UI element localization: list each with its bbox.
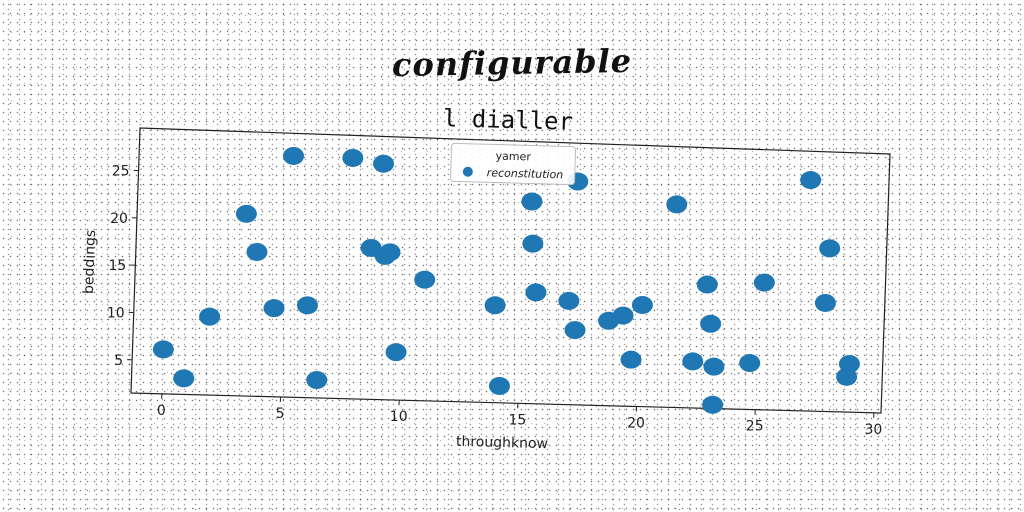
scatter-point bbox=[235, 204, 257, 223]
scatter-point bbox=[296, 296, 318, 315]
legend-marker bbox=[462, 166, 473, 177]
x-tick-label: 10 bbox=[390, 409, 408, 425]
legend-entry: reconstitution bbox=[487, 166, 564, 181]
scatter-point bbox=[373, 154, 395, 173]
y-tick-label: 10 bbox=[107, 306, 125, 322]
chart-subtitle: l dialler bbox=[443, 104, 574, 135]
y-tick-label: 15 bbox=[109, 258, 127, 274]
scatter-point bbox=[379, 243, 401, 262]
x-tick-label: 25 bbox=[746, 419, 764, 435]
scatter-point bbox=[199, 307, 221, 326]
scatter-point bbox=[631, 295, 653, 314]
legend-box bbox=[450, 142, 576, 186]
y-axis-label: beddings bbox=[81, 229, 99, 294]
scatter-point bbox=[564, 321, 586, 340]
scatter-point bbox=[306, 371, 328, 390]
scatter-point bbox=[753, 273, 775, 292]
x-tick-label: 0 bbox=[157, 403, 166, 419]
x-tick-label: 15 bbox=[508, 412, 526, 428]
legend: yamer reconstitution bbox=[450, 142, 576, 186]
scatter-point bbox=[612, 306, 634, 325]
scatter-point bbox=[800, 171, 822, 190]
y-tick-label: 25 bbox=[112, 164, 130, 180]
scatter-point bbox=[838, 354, 860, 373]
scatter-point bbox=[682, 352, 704, 371]
scatter-point bbox=[263, 299, 285, 318]
scatter-point bbox=[385, 343, 407, 362]
scatter-point bbox=[525, 283, 547, 302]
y-tick-label: 20 bbox=[110, 211, 128, 227]
scatter-point bbox=[814, 293, 836, 312]
scatter-point bbox=[414, 270, 436, 289]
scatter-point bbox=[283, 146, 305, 165]
scatter-point bbox=[521, 192, 543, 211]
scatter-point bbox=[819, 239, 841, 258]
scatter-point bbox=[702, 395, 724, 414]
legend-title: yamer bbox=[495, 150, 531, 164]
scatter-point bbox=[700, 314, 722, 333]
y-tick-label: 5 bbox=[114, 353, 123, 369]
scatter-point bbox=[484, 296, 506, 315]
scatter-point bbox=[739, 354, 761, 373]
x-tick-label: 20 bbox=[627, 415, 645, 431]
x-tick-label: 30 bbox=[864, 422, 882, 438]
scatter-point bbox=[152, 340, 174, 359]
plot-frame bbox=[130, 127, 891, 414]
x-axis-label: throughknow bbox=[456, 434, 548, 452]
scatter-point bbox=[703, 357, 725, 376]
scatter-point bbox=[666, 195, 688, 214]
x-tick-label: 5 bbox=[276, 406, 285, 422]
scatter-point bbox=[620, 350, 642, 369]
scatter-point bbox=[342, 148, 364, 167]
scatter-point bbox=[558, 291, 580, 310]
scatter-point bbox=[173, 369, 195, 388]
scatter-point bbox=[488, 376, 510, 395]
scatter-point bbox=[522, 234, 544, 253]
scatter-point bbox=[246, 242, 268, 261]
plot-area: 0 5 10 15 20 25 30 5 10 15 20 25 throughknow beddings… bbox=[81, 127, 891, 452]
scatter-point bbox=[696, 275, 718, 294]
